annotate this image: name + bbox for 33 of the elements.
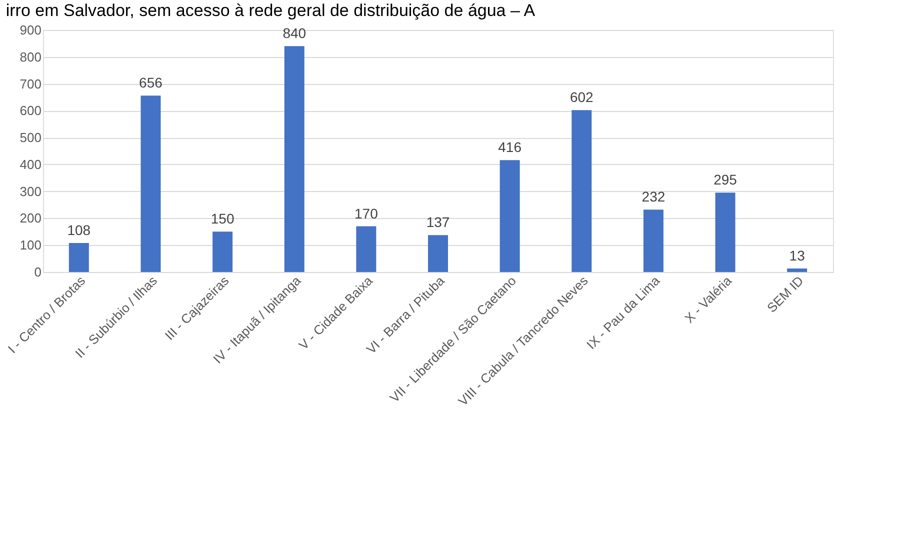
y-tick-label: 200 xyxy=(20,210,42,226)
data-label: 416 xyxy=(498,139,522,156)
y-tick-label: 500 xyxy=(20,130,42,146)
bar xyxy=(428,235,448,272)
bar xyxy=(68,242,89,272)
y-tick-label: 300 xyxy=(20,184,42,199)
bar xyxy=(212,232,233,272)
y-tick-label: 400 xyxy=(20,156,42,172)
bar xyxy=(356,226,376,272)
data-label: 108 xyxy=(67,222,91,238)
data-label: 150 xyxy=(210,210,234,227)
chart-title: irro em Salvador, sem acesso à rede geral de distribuição de água – A xyxy=(6,1,536,20)
y-tick-label: 0 xyxy=(34,264,42,280)
data-label: 840 xyxy=(282,25,306,42)
bar xyxy=(787,268,808,272)
bar xyxy=(500,160,520,272)
data-label: 137 xyxy=(426,214,450,230)
bar xyxy=(140,96,161,272)
data-label: 13 xyxy=(789,248,806,264)
y-tick-label: 700 xyxy=(20,76,42,92)
bar xyxy=(643,210,664,272)
data-label: 656 xyxy=(139,74,163,91)
bar xyxy=(284,46,304,272)
data-label: 602 xyxy=(570,89,594,106)
bar xyxy=(572,110,592,272)
y-tick-label: 900 xyxy=(20,22,42,38)
y-tick-label: 100 xyxy=(20,238,42,253)
data-label: 232 xyxy=(642,188,666,205)
bar xyxy=(715,192,736,272)
y-tick-label: 800 xyxy=(20,49,42,64)
y-tick-label: 600 xyxy=(20,103,42,118)
data-label: 295 xyxy=(714,172,738,188)
data-label: 170 xyxy=(354,205,378,222)
